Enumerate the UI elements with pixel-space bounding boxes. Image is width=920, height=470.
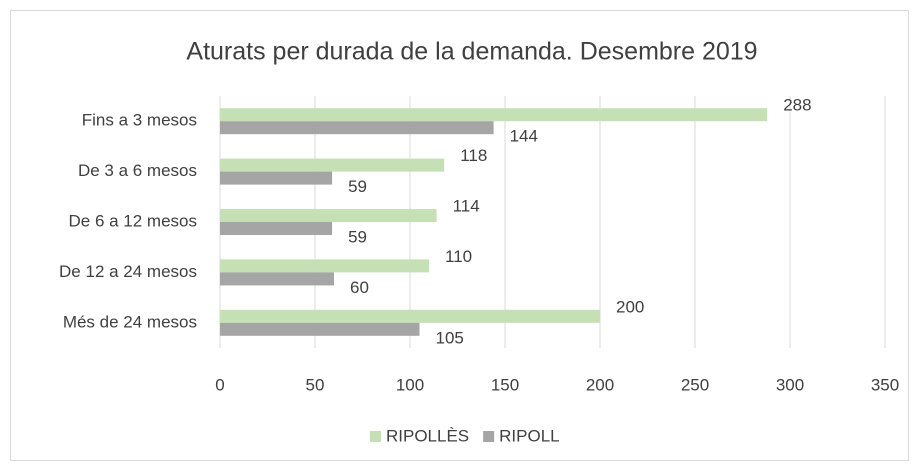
bar (220, 322, 420, 336)
y-tick-label: De 3 a 6 mesos (78, 161, 197, 180)
bar (220, 158, 445, 172)
bar (220, 309, 600, 323)
data-label: 59 (348, 177, 367, 196)
legend-swatch (370, 431, 381, 442)
x-tick-label: 100 (396, 375, 424, 394)
bar (220, 222, 333, 235)
bar (220, 121, 494, 135)
y-tick-label: Més de 24 mesos (63, 312, 197, 331)
legend-swatch (483, 431, 495, 442)
bar (220, 259, 429, 273)
data-label: 144 (510, 127, 538, 146)
bar (220, 171, 333, 185)
bar (220, 108, 768, 122)
data-label: 110 (445, 247, 472, 266)
y-tick-label: De 6 a 12 mesos (68, 211, 197, 230)
legend-label: RIPOLLÈS (386, 426, 469, 445)
x-tick-label: 50 (306, 375, 325, 394)
chart-title: Aturats per durada de la demanda. Desemb… (186, 38, 757, 66)
bar (220, 209, 437, 222)
data-label: 114 (453, 196, 480, 215)
y-tick-label: Fins a 3 mesos (82, 111, 197, 130)
data-label: 288 (783, 96, 811, 115)
y-tick-label: De 12 a 24 mesos (59, 262, 197, 281)
legend-label: RIPOLL (499, 426, 559, 445)
data-label: 59 (348, 227, 367, 246)
data-label: 200 (616, 297, 644, 316)
data-label: 60 (350, 278, 369, 297)
data-label: 118 (460, 146, 487, 165)
data-label: 105 (436, 328, 464, 347)
x-tick-label: 250 (681, 375, 709, 394)
x-tick-label: 150 (491, 375, 519, 394)
x-tick-label: 350 (871, 375, 899, 394)
x-tick-label: 200 (586, 375, 614, 394)
bar (220, 272, 334, 286)
chart-frame (10, 10, 909, 461)
x-tick-label: 0 (215, 375, 224, 394)
x-tick-label: 300 (776, 375, 804, 394)
